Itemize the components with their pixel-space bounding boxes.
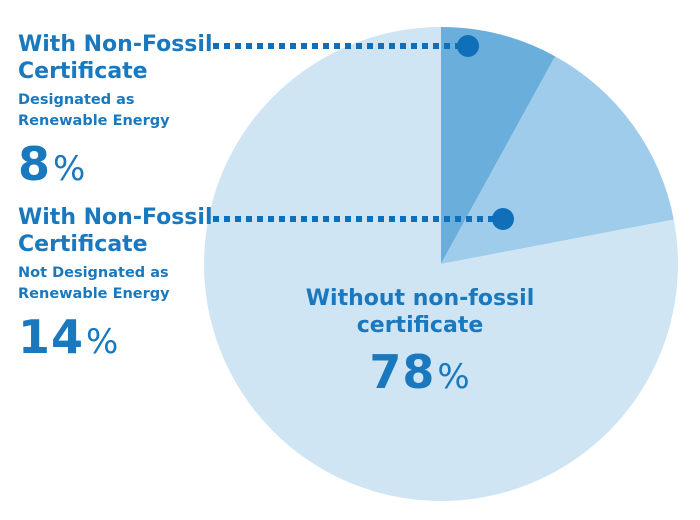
slice-label-subtitle: Designated as Renewable Energy (18, 91, 170, 129)
slice-value-line: 8% (18, 136, 218, 192)
slice-unit: % (53, 148, 87, 189)
slice-label-title: With Non-Fossil Certificate (18, 205, 213, 257)
slice-label-title: Without non-fossil certificate (305, 286, 535, 338)
pie-slice-without-certificate (203, 27, 678, 502)
slice-label-subtitle: Not Designated as Renewable Energy (18, 264, 170, 302)
slice-value-line: 78% (290, 344, 550, 400)
pie-slice-renewable (441, 27, 556, 264)
slice-label-without-certificate: Without non-fossil certificate 78% (290, 286, 550, 400)
leader-dot (457, 35, 479, 57)
slice-value: 78 (369, 344, 436, 399)
slice-label-title: With Non-Fossil Certificate (18, 32, 213, 84)
leader-dot (492, 208, 514, 230)
slice-value-line: 14% (18, 309, 218, 365)
slice-label-renewable: With Non-Fossil Certificate Designated a… (18, 32, 218, 192)
slice-label-not-renewable: With Non-Fossil Certificate Not Designat… (18, 205, 218, 365)
slice-value: 8 (18, 136, 52, 191)
pie-slices (203, 27, 678, 502)
slice-unit: % (86, 321, 120, 362)
leader-lines (213, 35, 514, 230)
slice-value: 14 (18, 309, 85, 364)
slice-unit: % (437, 356, 471, 397)
